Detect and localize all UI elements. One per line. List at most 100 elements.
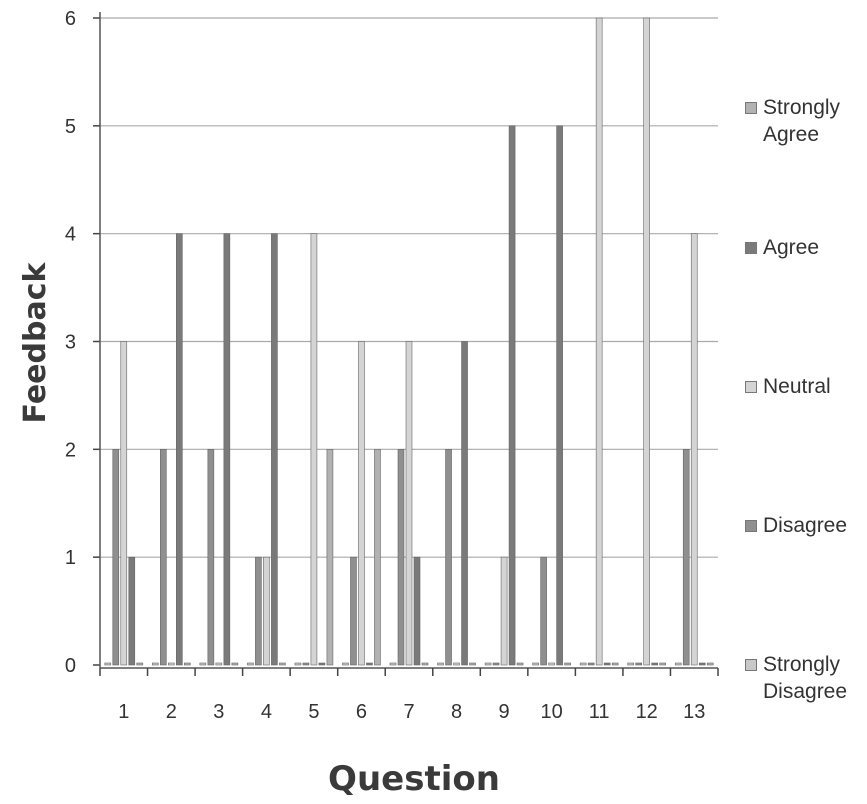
bar-q12-agree bbox=[651, 662, 658, 666]
bar-q10-disagree bbox=[540, 556, 547, 666]
bar-q8-neutral bbox=[453, 662, 460, 666]
bar-q5-strongly-disagree bbox=[294, 662, 302, 666]
x-tick-label: 4 bbox=[261, 701, 272, 723]
legend-label: Strongly Agree bbox=[763, 96, 841, 146]
bar-q1-disagree bbox=[112, 449, 120, 666]
bar-q9-strongly-disagree bbox=[484, 662, 492, 666]
legend-label: Disagree bbox=[763, 514, 848, 537]
bar-q5-neutral bbox=[310, 233, 318, 666]
bar-q2-strongly-disagree bbox=[152, 662, 159, 666]
bar-q13-neutral bbox=[690, 233, 698, 666]
x-tick-label: 13 bbox=[683, 701, 705, 723]
bar-q3-agree bbox=[223, 233, 231, 666]
bar-q3-strongly-disagree bbox=[199, 662, 207, 666]
bar-q7-strongly-agree bbox=[421, 662, 429, 666]
bar-q8-disagree bbox=[445, 449, 452, 666]
y-tick-label: 4 bbox=[65, 224, 76, 246]
bar-q7-neutral bbox=[405, 341, 413, 666]
bar-q8-strongly-agree bbox=[469, 662, 476, 666]
y-tick-label: 6 bbox=[65, 8, 76, 30]
bar-q3-neutral bbox=[215, 662, 223, 666]
x-axis-title: Question bbox=[328, 759, 500, 799]
y-tick-label: 1 bbox=[65, 547, 76, 569]
bar-q9-strongly-agree bbox=[516, 662, 524, 666]
bar-q12-strongly-agree bbox=[659, 662, 666, 666]
x-tick-label: 5 bbox=[308, 701, 319, 723]
x-tick-label: 3 bbox=[213, 701, 224, 723]
bar-q5-strongly-agree bbox=[326, 449, 334, 666]
bar-q13-strongly-agree bbox=[706, 662, 714, 666]
bar-q2-agree bbox=[176, 233, 183, 666]
y-tick-labels: 0 1 2 3 4 5 6 bbox=[65, 8, 76, 677]
y-tick-label: 3 bbox=[65, 332, 76, 354]
bar-q4-agree bbox=[271, 233, 278, 666]
bar-q11-agree bbox=[603, 662, 611, 666]
bar-q10-strongly-agree bbox=[564, 662, 571, 666]
x-tick-labels: 1 2 3 4 5 6 7 8 9 10 11 12 13 bbox=[118, 701, 705, 723]
bar-q12-neutral bbox=[643, 17, 650, 666]
bar-q2-neutral bbox=[168, 662, 175, 666]
bar-q7-agree bbox=[413, 556, 421, 666]
bar-q13-agree bbox=[698, 662, 706, 666]
bar-q6-disagree bbox=[350, 556, 357, 666]
bar-q11-disagree bbox=[587, 662, 595, 666]
x-tick-label: 7 bbox=[403, 701, 414, 723]
legend-label: Agree bbox=[763, 236, 820, 259]
legend-item-strongly-agree: Strongly Agree bbox=[745, 94, 840, 148]
x-tick-label: 10 bbox=[540, 701, 562, 723]
bars bbox=[104, 17, 714, 666]
bar-q2-disagree bbox=[160, 449, 167, 666]
bar-q4-disagree bbox=[255, 556, 262, 666]
bar-q4-strongly-disagree bbox=[247, 662, 254, 666]
bar-q7-disagree bbox=[397, 449, 405, 666]
x-tick-label: 11 bbox=[589, 701, 610, 723]
bar-q6-strongly-agree bbox=[374, 449, 381, 666]
axes bbox=[99, 12, 719, 676]
x-tick-label: 6 bbox=[356, 701, 367, 723]
bar-q5-agree bbox=[318, 662, 326, 666]
bar-q10-neutral bbox=[548, 662, 555, 666]
bar-q11-strongly-agree bbox=[611, 662, 619, 666]
bar-q10-strongly-disagree bbox=[532, 662, 539, 666]
y-tick-label: 2 bbox=[65, 439, 76, 461]
x-tick-label: 8 bbox=[451, 701, 462, 723]
bar-q1-strongly-disagree bbox=[104, 662, 112, 666]
legend-item-neutral: Neutral bbox=[745, 373, 831, 400]
bar-q6-agree bbox=[366, 662, 373, 666]
bar-q11-strongly-disagree bbox=[579, 662, 587, 666]
y-axis-title: Feedback bbox=[18, 262, 53, 424]
bar-q5-disagree bbox=[302, 662, 310, 666]
bar-q12-strongly-disagree bbox=[627, 662, 634, 666]
bar-q9-agree bbox=[508, 125, 516, 666]
bar-q4-strongly-agree bbox=[279, 662, 286, 666]
legend-swatch bbox=[745, 520, 757, 532]
bar-q8-strongly-disagree bbox=[437, 662, 444, 666]
legend-swatch bbox=[745, 242, 757, 254]
bar-q1-neutral bbox=[120, 341, 128, 666]
bar-q7-strongly-disagree bbox=[389, 662, 397, 666]
bar-q1-strongly-agree bbox=[136, 662, 144, 666]
legend: Strongly Agree Agree Neutral Disagree St… bbox=[745, 0, 865, 804]
bar-q8-agree bbox=[461, 341, 468, 666]
bar-q9-neutral bbox=[500, 556, 508, 666]
bar-q9-disagree bbox=[492, 662, 500, 666]
bar-q11-neutral bbox=[595, 17, 603, 666]
bar-q2-strongly-agree bbox=[184, 662, 191, 666]
gridlines bbox=[93, 17, 718, 666]
x-tick-label: 2 bbox=[166, 701, 177, 723]
legend-label: Strongly Disagree bbox=[763, 653, 848, 703]
x-tick-label: 9 bbox=[499, 701, 510, 723]
bar-q12-disagree bbox=[635, 662, 642, 666]
legend-item-disagree: Disagree bbox=[745, 512, 847, 539]
bar-q3-strongly-agree bbox=[231, 662, 239, 666]
bar-q3-disagree bbox=[207, 449, 215, 666]
bar-q1-agree bbox=[128, 556, 136, 666]
bar-q4-neutral bbox=[263, 556, 270, 666]
bar-q13-strongly-disagree bbox=[674, 662, 682, 666]
y-tick-label: 0 bbox=[65, 655, 76, 677]
legend-swatch bbox=[745, 381, 757, 393]
bar-q13-disagree bbox=[682, 449, 690, 666]
x-tick-label: 1 bbox=[118, 701, 129, 723]
legend-item-strongly-disagree: Strongly Disagree bbox=[745, 651, 847, 705]
